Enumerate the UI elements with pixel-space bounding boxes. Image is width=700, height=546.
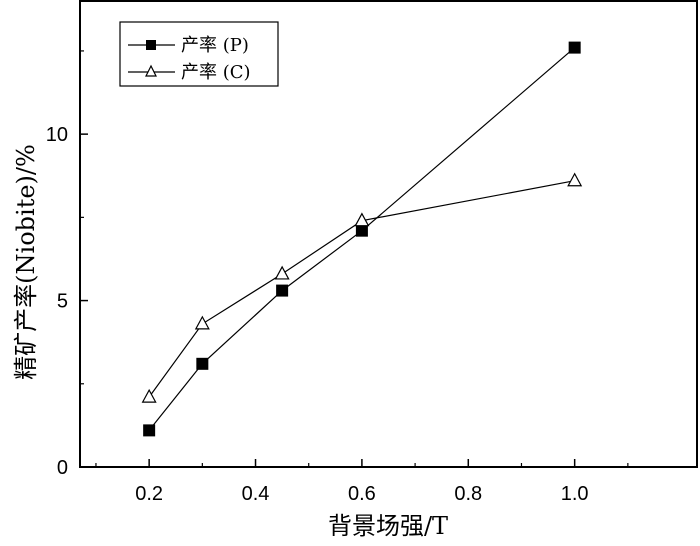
plot-area-frame [79,0,698,468]
series-line-p [148,47,576,431]
data-point-c [567,172,583,187]
data-point-c [141,388,157,403]
data-point-p [568,41,581,54]
legend-box [119,21,279,87]
y-tick-label: 5 [57,291,68,313]
data-point-p [143,424,156,437]
data-point-p [196,357,209,370]
legend-label-c: 产率 (C) [181,62,251,83]
legend-label-p: 产率 (P) [181,35,249,56]
series-layer [141,41,583,437]
data-point-c [354,212,370,227]
y-axis-ticks: 0 5 10 [46,50,88,479]
y-tick-label: 0 [57,457,68,479]
x-tick-label: 0.4 [242,483,270,505]
x-tick-label: 1.0 [561,483,589,505]
x-axis-ticks: 0.2 0.4 0.6 0.8 1.0 [95,459,629,505]
x-tick-label: 0.2 [135,483,163,505]
legend-marker-c [145,64,157,77]
x-tick-label: 0.8 [454,483,482,505]
data-point-c [274,265,290,280]
legend-marker-p [146,40,156,50]
data-point-c [194,315,210,330]
y-tick-label: 10 [46,124,68,146]
data-point-p [276,284,289,297]
data-point-p [355,224,368,237]
y-axis-title: 精矿产率(Niobite)/% [12,144,40,380]
x-axis-title: 背景场强/T [328,512,448,540]
x-tick-label: 0.6 [348,483,376,505]
legend: 产率 (P) 产率 (C) [119,21,279,87]
